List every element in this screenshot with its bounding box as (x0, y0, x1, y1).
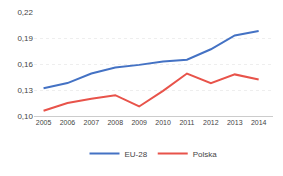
svg-text:2013: 2013 (227, 119, 243, 126)
svg-text:2007: 2007 (84, 119, 100, 126)
svg-text:Polska: Polska (193, 150, 218, 159)
svg-text:2006: 2006 (60, 119, 76, 126)
svg-text:2005: 2005 (36, 119, 52, 126)
svg-text:2010: 2010 (155, 119, 171, 126)
svg-text:0,19: 0,19 (17, 34, 33, 43)
svg-text:0,22: 0,22 (17, 8, 33, 17)
svg-text:2014: 2014 (251, 119, 267, 126)
svg-text:0,13: 0,13 (17, 86, 33, 95)
svg-text:0,10: 0,10 (17, 112, 33, 121)
svg-text:2009: 2009 (131, 119, 147, 126)
svg-text:2008: 2008 (107, 119, 123, 126)
svg-text:2011: 2011 (179, 119, 194, 126)
svg-text:EU-28: EU-28 (125, 150, 148, 159)
svg-text:0,16: 0,16 (17, 60, 33, 69)
svg-text:2012: 2012 (203, 119, 219, 126)
